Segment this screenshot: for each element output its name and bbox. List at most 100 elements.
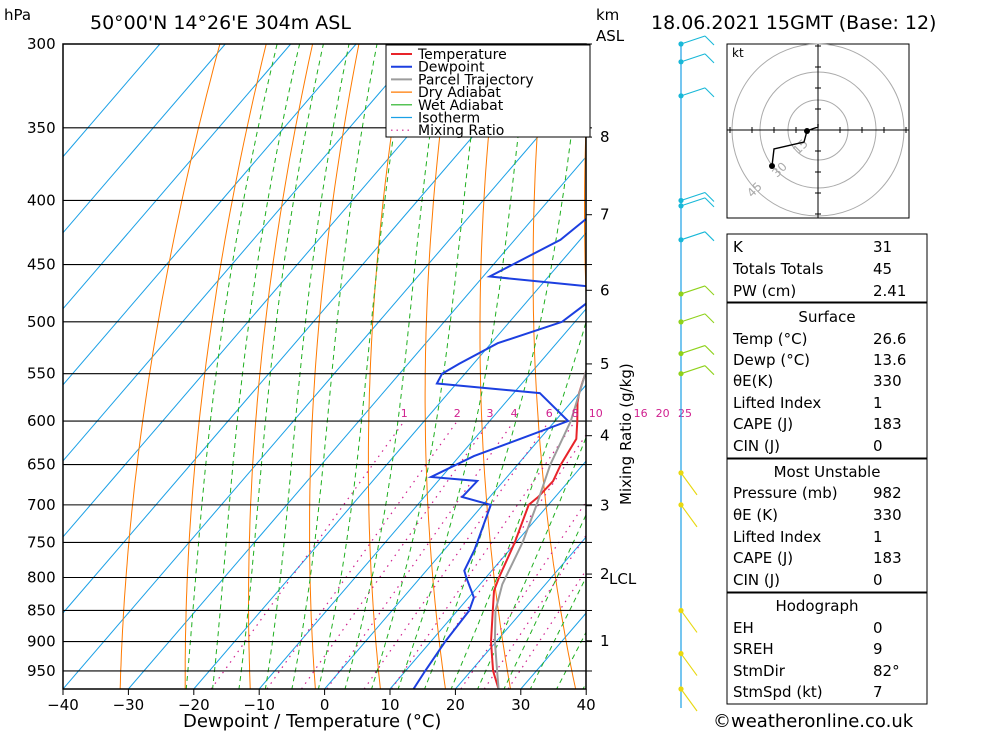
asl-label: ASL [596,27,625,45]
wind-barb-flag [705,232,714,241]
hodograph: kt 15 30 45 [727,44,909,218]
pw-value: 2.41 [873,282,906,300]
surface-temp-label: Temp (°C) [732,330,807,348]
pressure-tick-label: 500 [27,313,56,331]
stmspd-value: 7 [873,683,883,701]
mixing-ratio-label: 3 [487,407,494,420]
dry-adiabat-line [959,26,1000,699]
pressure-tick-label: 850 [27,601,56,619]
pressure-tick-label: 950 [27,662,56,680]
tt-value: 45 [873,260,892,278]
pressure-tick-label: 600 [27,412,56,430]
isotherm-line [0,44,160,689]
dry-adiabat-line [585,26,644,699]
datetime-title: 18.06.2021 15GMT (Base: 12) [651,12,936,34]
stmspd-label: StmSpd (kt) [733,683,823,701]
mixing-ratio-line [267,423,456,689]
pressure-tick-label: 300 [27,35,56,53]
wet-adiabat-line [316,44,408,699]
wet-adiabat-line [447,44,643,699]
mixing-ratio-axis-label: Mixing Ratio (g/kg) [617,363,635,505]
wind-barb-shaft [681,54,705,62]
mixing-ratio-line [392,423,574,689]
mu-theta-value: 330 [873,506,902,524]
indices-table: K 31 Totals Totals 45 PW (cm) 2.41 [727,234,927,302]
mu-cape-label: CAPE (J) [733,549,793,567]
x-tick-label: −30 [113,696,145,714]
km-tick-label: 5 [600,355,610,373]
km-label: km [596,6,619,24]
most-unstable-title: Most Unstable [774,463,881,481]
pressure-tick-label: 700 [27,496,56,514]
x-tick-label: 30 [511,696,530,714]
pressure-tick-label: 400 [27,191,56,209]
x-axis-label: Dewpoint / Temperature (°C) [183,711,441,732]
eh-label: EH [733,619,754,637]
mu-cape-value: 183 [873,549,902,567]
pressure-tick-label: 350 [27,119,56,137]
dry-adiabat-line [120,26,225,699]
surface-temp-value: 26.6 [873,330,906,348]
wind-barb-flag [705,366,714,375]
wind-barb-shaft [681,689,697,711]
wind-barb-shaft [681,610,697,632]
mixing-ratio-label: 16 [634,407,648,420]
pressure-tick-label: 450 [27,256,56,274]
tt-label: Totals Totals [732,260,824,278]
surface-theta-label: θE(K) [733,372,773,390]
hodo-point-top [769,163,775,169]
km-tick-label: 7 [600,206,610,224]
wind-barb-shaft [681,473,697,495]
wind-barb-shaft [681,366,705,374]
wind-barb-shaft [681,36,705,44]
wind-barb-flag [705,286,714,295]
eh-value: 0 [873,619,883,637]
wind-barb-shaft [681,88,705,96]
mu-cin-value: 0 [873,571,883,589]
lcl-label: LCL [609,570,637,588]
pw-label: PW (cm) [733,282,796,300]
pressure-tick-label: 900 [27,633,56,651]
copyright-footer: ©weatheronline.co.uk [713,711,914,732]
dry-adiabat-line [634,26,708,699]
pressure-tick-label: 650 [27,456,56,474]
stmdir-label: StmDir [733,662,786,680]
km-tick-label: 6 [600,281,610,299]
mu-pressure-label: Pressure (mb) [733,484,838,502]
pressure-tick-label: 800 [27,569,56,587]
mixing-ratio-line [364,423,548,689]
mixing-ratio-label: 20 [656,407,670,420]
wind-barb-flag [705,88,714,97]
stmdir-value: 82° [873,662,900,680]
mixing-ratio-line [327,423,513,689]
km-tick-label: 8 [600,128,610,146]
wind-barb-flag [705,36,714,45]
mixing-ratio-label: 2 [454,407,461,420]
surface-cin-value: 0 [873,437,883,455]
x-tick-label: 20 [446,696,465,714]
dry-adiabat-line [310,26,363,699]
x-tick-label: 40 [577,696,596,714]
pressure-tick-label: 550 [27,365,56,383]
surface-table: Surface Temp (°C) 26.6 Dewp (°C) 13.6 θE… [727,303,927,458]
mixing-ratio-label: 4 [511,407,518,420]
hodograph-table: Hodograph EH 0 SREH 9 StmDir 82° StmSpd … [727,593,927,704]
wind-barb-shaft [681,314,705,322]
legend-label: Mixing Ratio [418,123,504,139]
wet-adiabat-line [185,44,277,699]
wind-barb-shaft [681,286,705,294]
mixing-ratio-label: 1 [401,407,408,420]
hodo-point-mid [804,128,810,134]
km-tick-label: 3 [600,497,610,515]
surface-cape-label: CAPE (J) [733,415,793,433]
wind-barb-flag [705,198,714,207]
surface-theta-value: 330 [873,372,902,390]
wet-adiabat-line [473,44,709,699]
mu-cin-label: CIN (J) [733,571,780,589]
mu-pressure-value: 982 [873,484,902,502]
pressure-tick-label: 750 [27,533,56,551]
